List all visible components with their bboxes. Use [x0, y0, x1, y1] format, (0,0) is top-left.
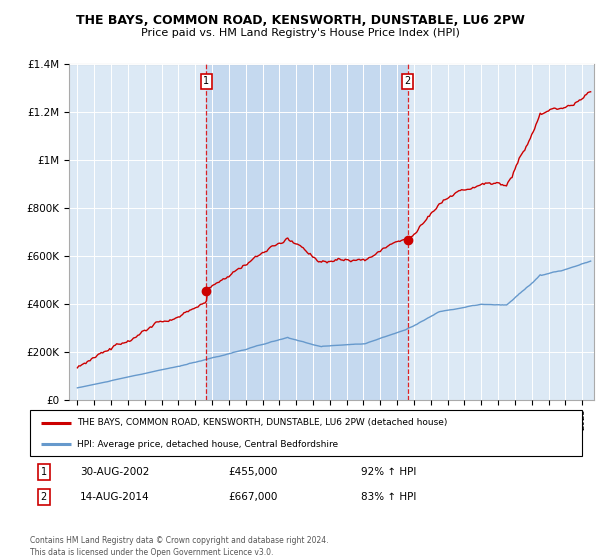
Text: 2: 2 — [404, 76, 411, 86]
Text: THE BAYS, COMMON ROAD, KENSWORTH, DUNSTABLE, LU6 2PW (detached house): THE BAYS, COMMON ROAD, KENSWORTH, DUNSTA… — [77, 418, 447, 427]
Text: 30-AUG-2002: 30-AUG-2002 — [80, 467, 149, 477]
Text: THE BAYS, COMMON ROAD, KENSWORTH, DUNSTABLE, LU6 2PW: THE BAYS, COMMON ROAD, KENSWORTH, DUNSTA… — [76, 14, 524, 27]
Text: 2: 2 — [41, 492, 47, 502]
Text: 92% ↑ HPI: 92% ↑ HPI — [361, 467, 416, 477]
Text: Price paid vs. HM Land Registry's House Price Index (HPI): Price paid vs. HM Land Registry's House … — [140, 28, 460, 38]
Bar — [206, 64, 407, 400]
Text: 1: 1 — [203, 76, 209, 86]
Text: £455,000: £455,000 — [229, 467, 278, 477]
Text: 1: 1 — [41, 467, 47, 477]
Text: Contains HM Land Registry data © Crown copyright and database right 2024.
This d: Contains HM Land Registry data © Crown c… — [30, 536, 329, 557]
Text: 83% ↑ HPI: 83% ↑ HPI — [361, 492, 416, 502]
Text: £667,000: £667,000 — [229, 492, 278, 502]
Text: HPI: Average price, detached house, Central Bedfordshire: HPI: Average price, detached house, Cent… — [77, 440, 338, 449]
Text: 14-AUG-2014: 14-AUG-2014 — [80, 492, 149, 502]
